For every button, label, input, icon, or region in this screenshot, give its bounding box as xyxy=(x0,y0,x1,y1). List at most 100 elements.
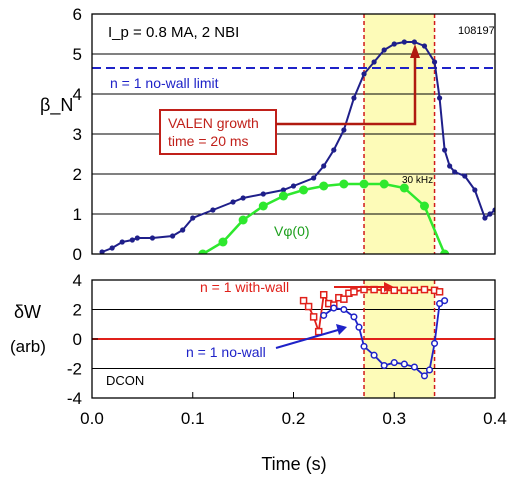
top-window-lines xyxy=(363,14,436,254)
with-wall-point xyxy=(350,288,358,296)
no-wall-point xyxy=(355,323,363,331)
no-wall-point xyxy=(330,304,338,312)
betaN-point xyxy=(109,245,115,251)
betaN-point xyxy=(361,71,367,77)
betaN-point xyxy=(240,195,246,201)
vphi-point xyxy=(440,249,450,254)
betaN-point xyxy=(351,95,357,101)
bottom-ytick-label: -2 xyxy=(67,360,82,379)
xtick-label: 0.3 xyxy=(382,409,406,428)
betaN-point xyxy=(260,191,266,197)
bottom-yaxis: -4 -2 0 2 4 xyxy=(67,271,98,408)
valen-annotation: VALEN growth time = 20 ms xyxy=(159,44,420,155)
betaN-point xyxy=(134,235,140,241)
with-wall-point xyxy=(435,288,444,296)
vphi-point xyxy=(419,201,429,211)
betaN-point xyxy=(230,199,236,205)
bottom-ytick-label: 2 xyxy=(73,301,82,320)
no-wall-label: n = 1 no-wall xyxy=(186,344,266,360)
no-wall-limit-label: n = 1 no-wall limit xyxy=(110,75,219,91)
vphi-point xyxy=(299,185,309,195)
betaN-point xyxy=(129,237,135,243)
vphi-point xyxy=(278,191,288,201)
betaN-point xyxy=(321,163,327,169)
no-wall-point xyxy=(431,339,439,347)
betaN-point xyxy=(280,187,287,193)
top-ytick-label: 3 xyxy=(73,125,82,144)
betaN-point xyxy=(371,59,377,65)
vphi-point xyxy=(399,183,409,193)
betaN-point xyxy=(119,239,125,245)
betaN-point xyxy=(447,163,453,169)
with-wall-point xyxy=(299,296,308,305)
vphi-point xyxy=(359,179,369,189)
no-wall-arrowhead xyxy=(336,324,347,335)
betaN-point xyxy=(482,215,488,221)
top-ytick-label: 2 xyxy=(73,165,82,184)
with-wall-point xyxy=(319,291,328,299)
betaN-point xyxy=(431,59,438,65)
no-wall-point xyxy=(441,297,449,305)
top-ytick-label: 1 xyxy=(73,205,82,224)
with-wall-point xyxy=(420,285,429,294)
no-wall-point xyxy=(340,305,348,314)
betaN-point xyxy=(311,175,317,181)
betaN-point xyxy=(487,211,493,217)
top-panel: 0 1 2 3 4 5 6 I_p = 0.8 MA, 2 NBI 108197 n = 1… xyxy=(40,5,496,264)
betaN-point xyxy=(381,47,387,53)
no-wall-line xyxy=(323,299,446,378)
vphi-point xyxy=(319,181,329,191)
no-wall-point xyxy=(420,372,429,380)
xtick-label: 0.2 xyxy=(282,409,306,428)
betaN-point xyxy=(331,147,337,153)
betaN-point xyxy=(149,235,156,241)
shot-number: 108197 xyxy=(458,25,495,37)
code-label: DCON xyxy=(106,373,144,388)
betaN-point xyxy=(421,43,428,49)
top-ytick-label: 4 xyxy=(73,85,82,104)
betaN-point xyxy=(190,215,196,221)
no-wall-point xyxy=(400,360,408,368)
valen-line2: time = 20 ms xyxy=(168,133,249,149)
top-ytick-label: 5 xyxy=(73,45,82,64)
no-wall-point xyxy=(436,300,444,308)
vphi-point xyxy=(198,249,208,254)
top-ylabel: β_N xyxy=(40,95,73,116)
bottom-ylabel-line1: δW xyxy=(14,302,41,322)
no-wall-point xyxy=(390,359,398,367)
betaN-point xyxy=(452,169,458,175)
top-ytick-label: 6 xyxy=(73,5,82,24)
with-wall-point xyxy=(390,286,398,295)
no-wall-point xyxy=(410,363,418,371)
bottom-ytick-label: 4 xyxy=(73,271,82,290)
no-wall-point xyxy=(370,351,378,359)
with-wall-point xyxy=(309,313,318,321)
betaN-point xyxy=(341,127,347,133)
xtick-label: 0.1 xyxy=(181,409,205,428)
with-wall-point xyxy=(340,295,348,303)
betaN-point xyxy=(290,183,297,189)
xtick-label: 0.4 xyxy=(483,409,507,428)
betaN-point xyxy=(462,173,468,179)
x-axis-label: Time (s) xyxy=(261,454,326,474)
with-wall-label: n = 1 with-wall xyxy=(200,279,289,295)
top-ytick-label: 0 xyxy=(73,245,82,264)
betaN-point xyxy=(391,41,397,47)
freq-label: 30 kHz xyxy=(402,175,433,186)
bottom-ylabel-line2: (arb) xyxy=(10,337,46,356)
vphi-point xyxy=(238,215,248,225)
vphi-point xyxy=(339,179,349,189)
valen-line1: VALEN growth xyxy=(168,115,259,131)
vphi-point xyxy=(218,237,228,247)
bottom-ytick-label: -4 xyxy=(67,389,82,408)
betaN-point xyxy=(436,95,443,101)
vphi-point xyxy=(379,179,389,189)
no-wall-point xyxy=(350,313,358,321)
with-wall-point xyxy=(304,302,313,311)
betaN-point xyxy=(99,249,105,254)
xtick-label: 0.0 xyxy=(80,409,104,428)
betaN-point xyxy=(210,207,216,213)
bottom-ytick-label: 0 xyxy=(73,330,82,349)
no-wall-arrow xyxy=(275,329,339,349)
